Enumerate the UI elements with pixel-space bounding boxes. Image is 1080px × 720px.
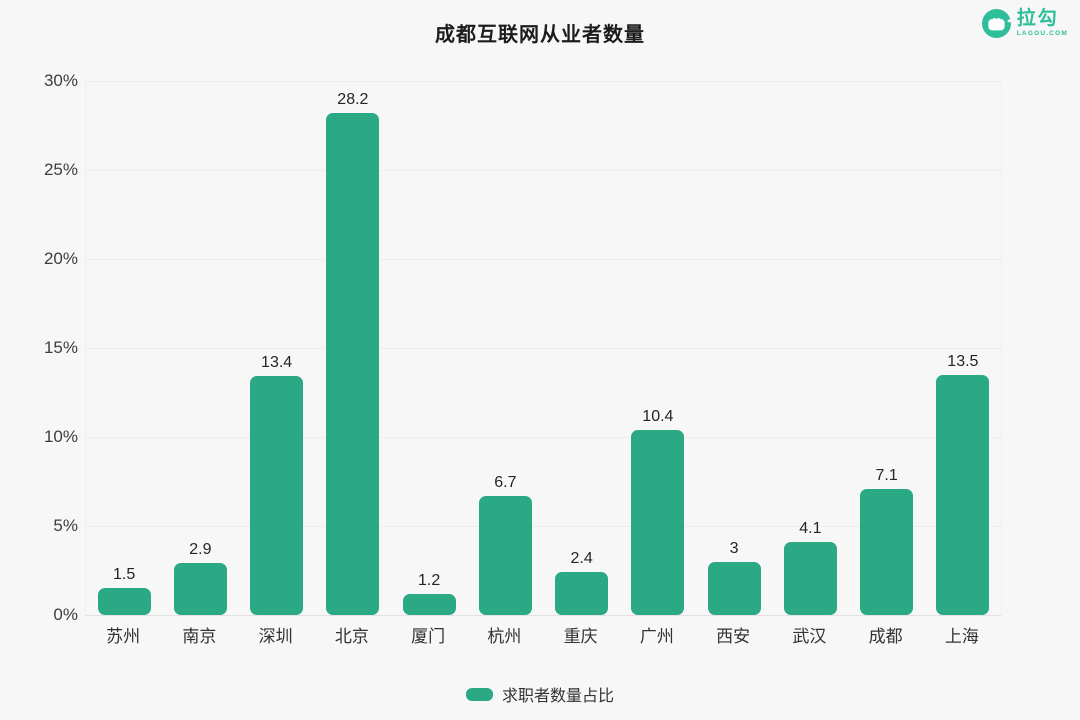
bar-column: 13.4 [239, 81, 315, 615]
y-tick-label: 30% [43, 71, 78, 90]
bar [783, 542, 837, 615]
plot-area: 1.5 2.9 13.4 28.2 1.2 6.7 2.4 10.4 3 4.1 7.1 13.5 [85, 81, 1002, 616]
x-tick-label: 广州 [639, 627, 674, 646]
bar-column: 7.1 [849, 81, 925, 615]
gridline [86, 348, 1001, 349]
bar-value-label: 2.9 [189, 541, 212, 559]
y-tick-label: 25% [43, 160, 78, 179]
bar [936, 374, 990, 615]
x-tick-label: 上海 [944, 627, 979, 646]
bar-column: 2.4 [544, 81, 620, 615]
legend-swatch [465, 687, 493, 701]
bar-column: 1.5 [86, 81, 162, 615]
lagou-logo-icon [981, 8, 1011, 39]
x-tick-label: 北京 [334, 627, 369, 646]
bar-value-label: 10.4 [642, 407, 674, 425]
legend: 求职者数量占比 [0, 682, 1080, 706]
bar-column: 6.7 [467, 81, 543, 615]
bar [860, 488, 914, 615]
gridline [86, 259, 1001, 260]
bar-column: 10.4 [620, 81, 696, 615]
y-tick-label: 20% [43, 249, 78, 268]
bar-column: 13.5 [925, 81, 1001, 615]
logo-text: 拉勾 LAGOU.COM [1017, 9, 1068, 38]
x-tick-label: 重庆 [563, 627, 598, 646]
y-tick-label: 0% [53, 605, 78, 624]
x-tick-label: 武汉 [792, 627, 827, 646]
bar-value-label: 7.1 [875, 466, 898, 484]
bar-column: 4.1 [772, 81, 848, 615]
bar-value-label: 13.5 [947, 352, 979, 370]
bars-container: 1.5 2.9 13.4 28.2 1.2 6.7 2.4 10.4 3 4.1 7.1 13.5 [86, 81, 1001, 615]
bar-column: 28.2 [315, 81, 391, 615]
bar [97, 588, 151, 615]
bar-value-label: 6.7 [494, 473, 517, 491]
bar [173, 563, 227, 615]
chart-title: 成都互联网从业者数量 [435, 24, 645, 46]
bar-value-label: 4.1 [799, 520, 822, 538]
y-axis: 0% 5% 10% 15% 20% 25% 30% [0, 71, 78, 624]
bar-value-label: 13.4 [261, 354, 293, 372]
x-tick-label: 南京 [182, 627, 217, 646]
bar [478, 495, 532, 615]
x-tick-label: 厦门 [411, 627, 446, 646]
bar [326, 113, 380, 615]
x-tick-label: 杭州 [487, 627, 522, 646]
bar [250, 376, 304, 615]
bar-value-label: 2.4 [570, 550, 593, 568]
bar-value-label: 1.2 [418, 571, 441, 589]
bar [555, 572, 609, 615]
x-axis: 苏州 南京 深圳 北京 厦门 杭州 重庆 广州 西安 武汉 成都 上海 [85, 622, 1000, 647]
bar-value-label: 1.5 [113, 566, 136, 584]
y-tick-label: 5% [53, 516, 78, 535]
gridline [86, 437, 1001, 438]
bar-column: 3 [696, 81, 772, 615]
gridline [86, 526, 1001, 527]
gridline [86, 170, 1001, 171]
logo-brand-text: 拉勾 [1016, 8, 1059, 30]
bar-column: 1.2 [391, 81, 467, 615]
bar-value-label: 3 [729, 539, 739, 557]
lagou-logo: 拉勾 LAGOU.COM [981, 8, 1068, 39]
x-tick-label: 成都 [868, 627, 903, 646]
x-tick-label: 苏州 [106, 627, 141, 646]
bar-value-label: 28.2 [337, 91, 369, 109]
logo-domain-text: LAGOU.COM [1016, 30, 1068, 38]
bar [402, 593, 456, 615]
bar [707, 561, 761, 615]
y-tick-label: 10% [43, 427, 78, 446]
y-tick-label: 15% [43, 338, 78, 357]
bar-column: 2.9 [162, 81, 238, 615]
x-tick-label: 西安 [716, 627, 751, 646]
gridline [86, 81, 1001, 82]
bar [631, 429, 685, 615]
x-tick-label: 深圳 [258, 627, 293, 646]
legend-label: 求职者数量占比 [501, 688, 614, 705]
